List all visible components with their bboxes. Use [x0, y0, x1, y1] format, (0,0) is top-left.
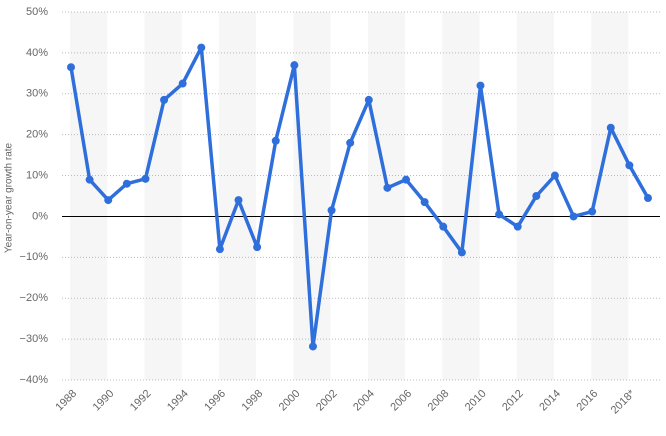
x-tick-label: 2014 [537, 388, 563, 414]
point [625, 161, 634, 170]
point [67, 63, 75, 72]
point [327, 206, 336, 215]
band [144, 12, 182, 380]
y-tick-label: −10% [20, 251, 49, 263]
point [271, 136, 280, 145]
point [495, 210, 504, 219]
point [532, 192, 541, 200]
x-tick-label: 1998 [240, 388, 266, 414]
point [85, 175, 94, 184]
y-tick-label: −20% [20, 292, 49, 304]
x-tick-label: 1992 [128, 388, 154, 414]
x-tick-label: 1990 [91, 388, 117, 414]
point [346, 138, 355, 147]
point [569, 212, 578, 221]
y-tick-label: 20% [26, 129, 48, 141]
y-tick-label: −30% [20, 333, 49, 345]
point [104, 196, 113, 205]
point [588, 207, 597, 216]
x-tick-label: 1988 [53, 388, 79, 414]
y-tick-label: 0% [32, 210, 48, 222]
point [308, 342, 317, 351]
x-tick-label: 1994 [165, 388, 191, 414]
point [606, 123, 615, 132]
x-tick-label: 2002 [314, 388, 340, 414]
band [70, 12, 108, 380]
band [442, 12, 480, 380]
x-tick-label: 2000 [277, 388, 303, 414]
y-tick-label: 40% [26, 47, 48, 59]
band [367, 12, 406, 380]
x-tick-label: 2010 [463, 388, 489, 414]
y-tick-label: 30% [26, 88, 48, 100]
point [439, 222, 448, 231]
x-tick-label: 2008 [426, 388, 452, 414]
x-tick-label: 2018* [609, 387, 638, 416]
point [644, 194, 652, 203]
point [215, 245, 224, 254]
x-tick-label: 1996 [202, 388, 228, 414]
point [160, 95, 169, 104]
point [234, 196, 243, 205]
point [420, 198, 429, 207]
point [476, 81, 485, 90]
point [364, 95, 373, 104]
point [290, 61, 299, 70]
y-tick-label: 10% [26, 169, 48, 181]
point [197, 43, 206, 52]
background-bands [70, 12, 629, 380]
point [513, 222, 522, 231]
x-tick-label: 2012 [500, 388, 526, 414]
y-tick-label: 50% [26, 6, 48, 18]
y-axis-label: Year-on-year growth rate [4, 142, 15, 253]
point [253, 243, 262, 252]
point [402, 175, 411, 184]
point [141, 174, 150, 183]
x-tick-label: 2004 [351, 388, 377, 414]
y-tick-label: −40% [20, 374, 49, 386]
band [218, 12, 257, 380]
point [178, 79, 187, 88]
line [69, 45, 650, 349]
point [383, 183, 392, 192]
x-tick-label: 2016 [575, 388, 601, 414]
point [122, 179, 131, 188]
x-tick-label: 2006 [388, 388, 414, 414]
point [457, 248, 466, 257]
point [550, 171, 559, 180]
